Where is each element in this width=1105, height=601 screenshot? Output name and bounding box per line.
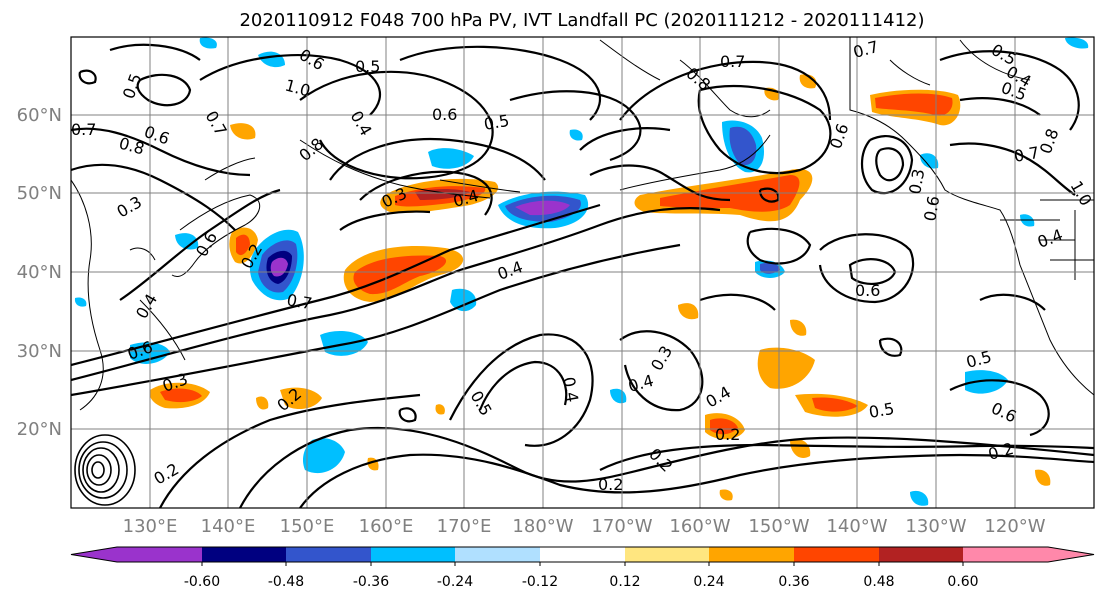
colorbar-tick-label: 0.36: [778, 574, 809, 590]
colorbar-tick-label: -0.48: [268, 574, 304, 590]
lon-label: 170°W: [591, 516, 652, 537]
gridlines: [71, 37, 1094, 508]
colorbar-segment: [963, 547, 1094, 562]
colorbar-segment: [540, 547, 625, 562]
colorbar-outline: [70, 546, 1095, 563]
lon-label: 140°E: [201, 516, 256, 537]
colorbar-tick-label: -0.36: [353, 574, 389, 590]
longitude-labels: 130°E 140°E 150°E 160°E 170°E 180°W 170°…: [123, 516, 1046, 537]
contour-label: 0.6: [855, 281, 880, 300]
contour-label: 0.7: [1012, 143, 1040, 166]
map-title: 2020110912 F048 700 hPa PV, IVT Landfall…: [239, 10, 924, 31]
colorbar-segment: [794, 547, 879, 562]
colorbar-tick-label: 0.12: [609, 574, 640, 590]
lon-label: 170°E: [437, 516, 492, 537]
contour-label: 0.4: [559, 375, 582, 403]
colorbar-segment: [286, 547, 371, 562]
contour-label: 0.6: [920, 194, 943, 222]
contour-label: 0.5: [355, 57, 380, 76]
colorbar-tick-label: 0.60: [947, 574, 978, 590]
contour-label: 0.3: [905, 167, 928, 195]
colorbar-segment: [879, 547, 963, 562]
colorbar-segment: [455, 547, 540, 562]
map-frame: [70, 36, 1095, 509]
colorbar-segment: [709, 547, 794, 562]
contour-label: 0.5: [867, 399, 895, 422]
lon-label: 160°E: [359, 516, 414, 537]
colorbar-tick-label: 0.48: [863, 574, 894, 590]
contour-label: 0.7: [71, 120, 96, 139]
positive-anomaly-shading: [149, 74, 1051, 501]
colorbar-tick-label: -0.60: [184, 574, 220, 590]
colorbar-segment: [71, 547, 202, 562]
contour-label: 0.7: [285, 290, 313, 313]
colorbar: [70, 546, 1095, 566]
pv-contours: [71, 43, 1094, 508]
contour-label: 0.5: [482, 111, 510, 134]
lat-label: 30°N: [17, 341, 62, 362]
lat-label: 40°N: [17, 262, 62, 283]
lon-label: 150°E: [280, 516, 335, 537]
colorbar-tick-label: -0.12: [522, 574, 558, 590]
contour-label: 0.6: [432, 105, 457, 124]
colorbar-segment: [371, 547, 455, 562]
contour-label: 0.7: [720, 52, 745, 71]
map-area: 0.6 0.5 1.0 0.7 0.6 0.5 0.6 0.8 0.8 0.3 …: [71, 37, 1094, 508]
contour-label: 0.2: [715, 425, 740, 444]
lat-label: 50°N: [17, 183, 62, 204]
lon-label: 150°W: [748, 516, 809, 537]
colorbar-tick-label: -0.24: [437, 574, 473, 590]
latitude-labels: 60°N 50°N 40°N 30°N 20°N: [17, 105, 62, 440]
cyclone-contours: [74, 434, 136, 506]
lon-label: 130°W: [905, 516, 966, 537]
contour-label: 0.2: [598, 475, 623, 494]
lon-label: 130°E: [123, 516, 178, 537]
colorbar-ticks: -0.60 -0.48 -0.36 -0.24 -0.12 0.12 0.24 …: [184, 574, 979, 590]
lat-label: 20°N: [17, 419, 62, 440]
lon-label: 160°W: [669, 516, 730, 537]
lat-label: 60°N: [17, 105, 62, 126]
colorbar-tick-label: 0.24: [693, 574, 724, 590]
colorbar-segment: [625, 547, 709, 562]
lon-label: 140°W: [826, 516, 887, 537]
colorbar-segment: [202, 547, 286, 562]
lon-label: 180°W: [512, 516, 573, 537]
lon-label: 120°W: [984, 516, 1045, 537]
coastlines: [71, 37, 1094, 411]
